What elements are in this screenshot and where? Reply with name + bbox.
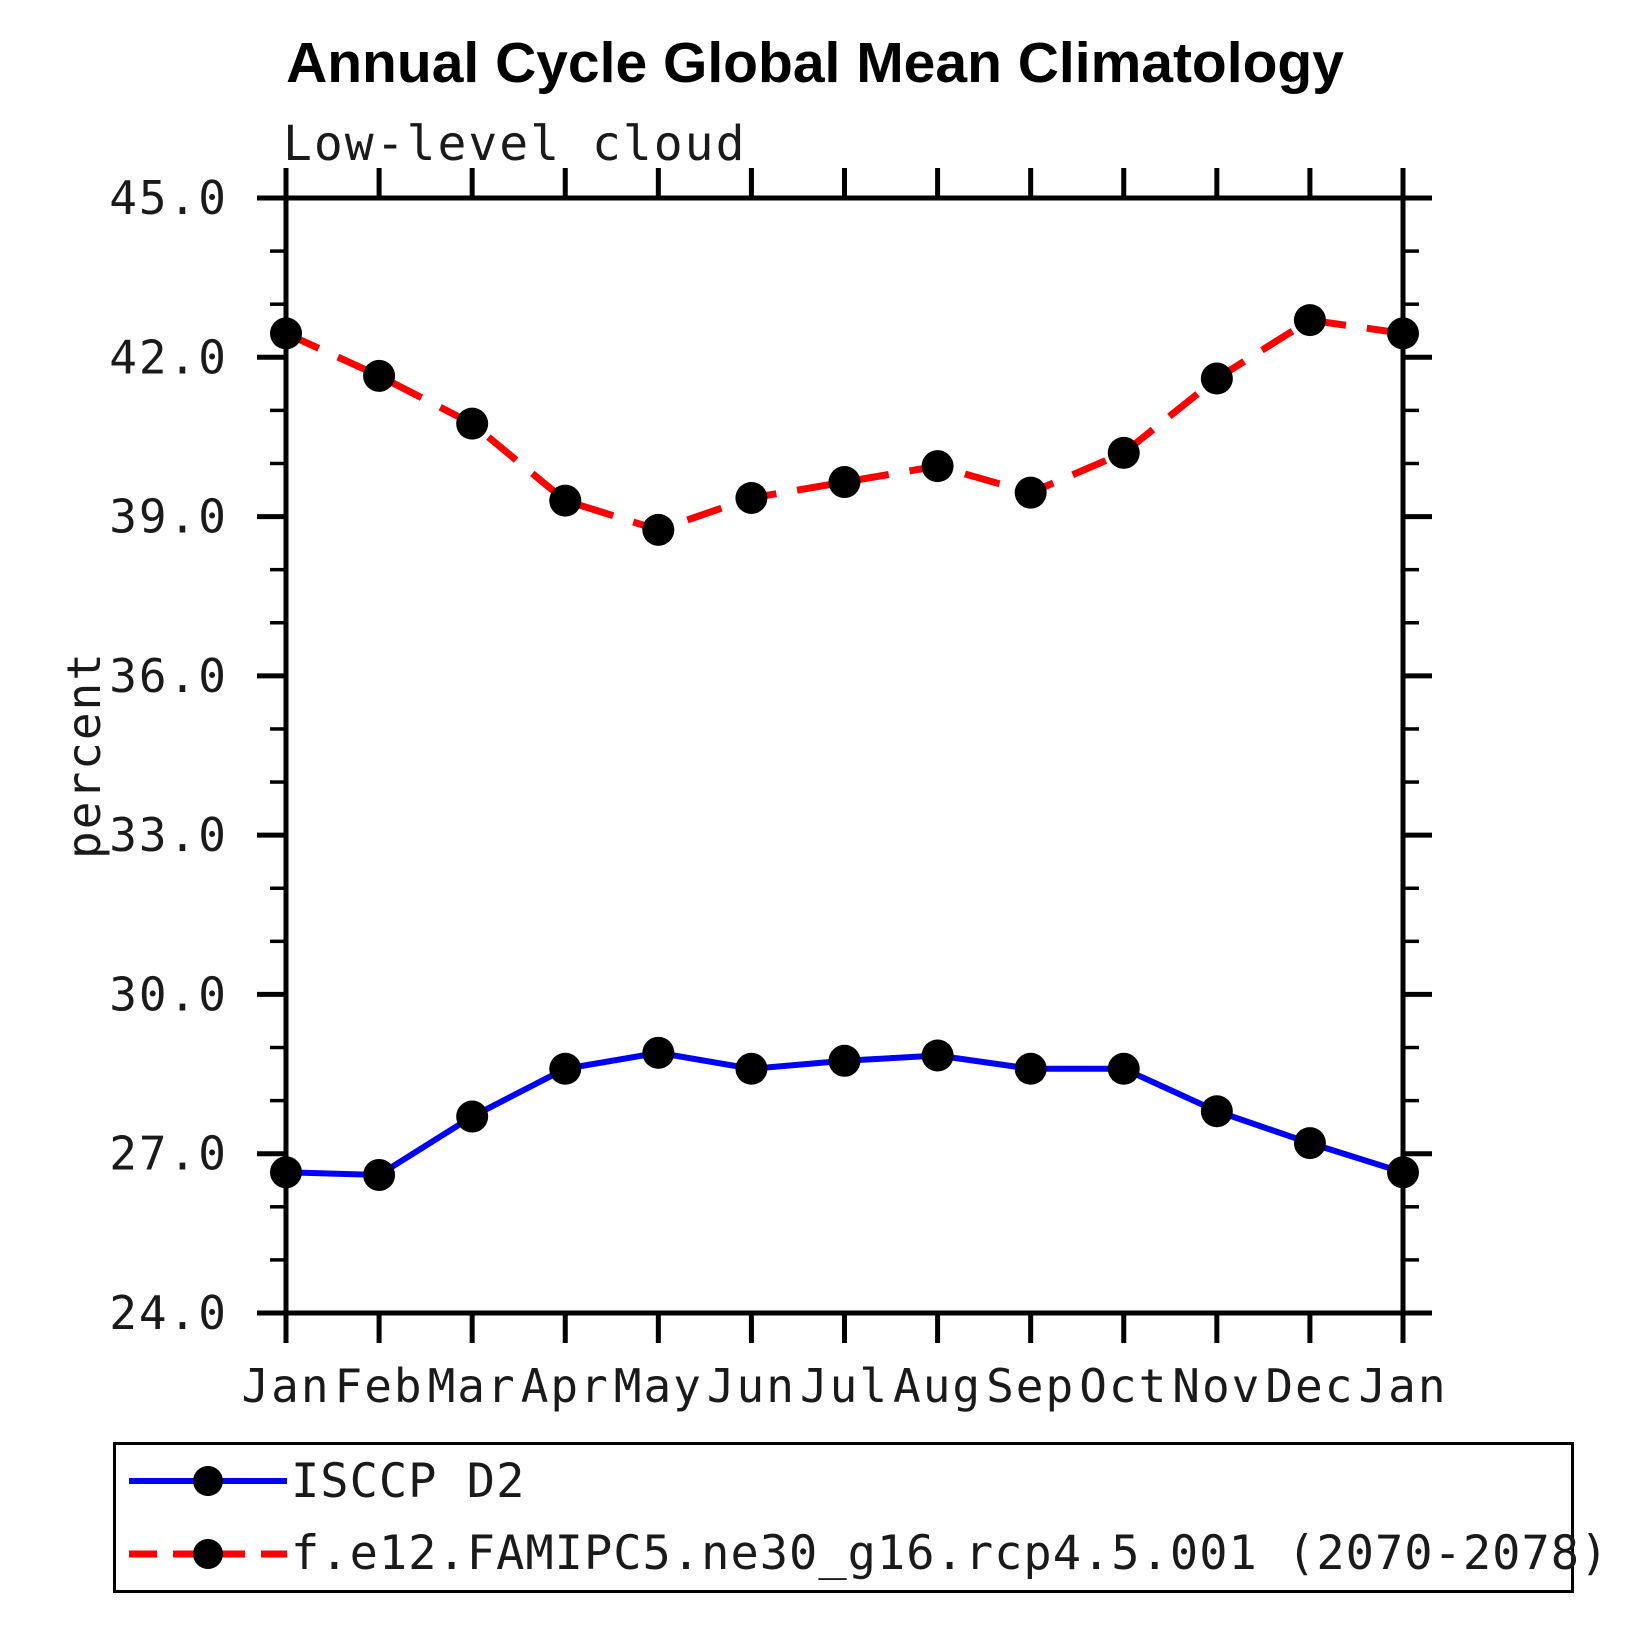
- y-tick-label: 24.0: [109, 1286, 228, 1340]
- legend-item-model-run: f.e12.FAMIPC5.ne30_g16.rcp4.5.001 (2070-…: [116, 1518, 1608, 1590]
- legend-box: ISCCP D2 f.e12.FAMIPC5.ne30_g16.rcp4.5.0…: [113, 1442, 1608, 1593]
- data-point-marker: [549, 484, 582, 517]
- y-tick-label: 27.0: [109, 1127, 228, 1181]
- x-tick-label: Mar: [428, 1359, 517, 1413]
- data-point-marker: [1387, 317, 1419, 350]
- y-tick-label: 36.0: [109, 649, 228, 703]
- data-point-marker: [549, 1052, 582, 1085]
- x-tick-label: Oct: [1079, 1359, 1168, 1413]
- y-tick-label: 33.0: [109, 808, 228, 862]
- data-point-marker: [1387, 1156, 1419, 1189]
- x-tick-label: Jun: [707, 1359, 796, 1413]
- x-tick-label: Apr: [521, 1359, 610, 1413]
- x-tick-label: May: [614, 1359, 703, 1413]
- data-point-marker: [1293, 1127, 1326, 1160]
- data-point-marker: [1200, 1095, 1233, 1128]
- data-point-marker: [456, 407, 489, 440]
- data-point-marker: [1014, 1052, 1047, 1085]
- data-point-marker: [456, 1100, 489, 1133]
- x-tick-label: Jan: [1358, 1359, 1447, 1413]
- data-point-marker: [363, 359, 396, 392]
- x-tick-label: Nov: [1172, 1359, 1261, 1413]
- x-tick-label: Feb: [335, 1359, 424, 1413]
- series-line-1: [284, 316, 1404, 534]
- data-point-marker: [642, 513, 675, 546]
- y-tick-label: 39.0: [109, 490, 228, 544]
- legend-solid-line-icon: [129, 1466, 287, 1497]
- data-point-marker: [1200, 362, 1233, 395]
- legend-dashed-line-icon: [129, 1538, 287, 1569]
- data-point-marker: [1107, 436, 1140, 469]
- y-tick-label: 45.0: [109, 171, 228, 225]
- data-point-marker: [1107, 1052, 1140, 1085]
- chart-subtitle: Low-level cloud: [283, 116, 747, 172]
- x-tick-label: Dec: [1265, 1359, 1354, 1413]
- data-point-marker: [642, 1036, 675, 1069]
- x-tick-label: Jul: [800, 1359, 889, 1413]
- x-tick-label: Aug: [893, 1359, 982, 1413]
- legend-label-model-run: f.e12.FAMIPC5.ne30_g16.rcp4.5.001 (2070-…: [291, 1526, 1610, 1582]
- x-tick-label: Sep: [986, 1359, 1075, 1413]
- data-point-marker: [363, 1158, 396, 1191]
- data-point-marker: [270, 1156, 302, 1189]
- data-point-marker: [270, 317, 302, 350]
- data-point-marker: [921, 450, 954, 483]
- data-point-marker: [1293, 304, 1326, 337]
- data-point-marker: [1014, 476, 1047, 509]
- data-point-marker: [921, 1039, 954, 1072]
- data-point-marker: [735, 481, 768, 514]
- legend-marker-dot: [193, 1538, 223, 1569]
- data-point-marker: [828, 1044, 861, 1077]
- legend-marker-dot: [193, 1466, 223, 1497]
- legend-label-isccp-d2: ISCCP D2: [291, 1453, 526, 1509]
- x-tick-label: Jan: [241, 1359, 330, 1413]
- data-point-marker: [828, 466, 861, 499]
- y-tick-label: 42.0: [109, 330, 228, 384]
- data-point-marker: [735, 1052, 768, 1085]
- chart-title: Annual Cycle Global Mean Climatology: [286, 31, 1344, 95]
- legend-item-isccp-d2: ISCCP D2: [116, 1445, 1571, 1517]
- y-tick-label: 30.0: [109, 967, 228, 1021]
